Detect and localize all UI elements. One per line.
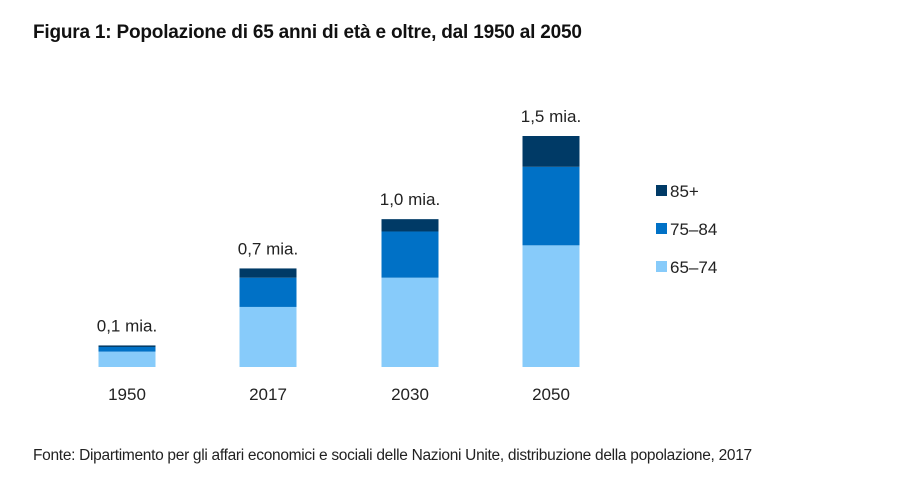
bar-segment-2017-65-74 (239, 306, 297, 367)
total-label-2050: 1,5 mia. (521, 107, 581, 126)
bar-segment-2017-75-84 (239, 277, 297, 307)
bar-segment-2017-85plus (239, 268, 297, 278)
source-note: Fonte: Dipartimento per gli affari econo… (33, 447, 752, 464)
x-tick-label-2017: 2017 (249, 385, 287, 404)
bar-segment-2050-65-74 (522, 245, 580, 367)
bar-segment-1950-65-74 (98, 351, 156, 367)
bars-group (98, 136, 580, 367)
legend-swatch-0 (656, 185, 667, 196)
bar-segment-2050-85plus (522, 136, 580, 167)
x-tick-label-2050: 2050 (532, 385, 570, 404)
bar-segment-1950-85plus (98, 345, 156, 347)
legend-label-1: 75–84 (670, 220, 717, 239)
bar-segment-2030-65-74 (381, 277, 439, 367)
bar-segment-2030-75-84 (381, 231, 439, 278)
total-label-1950: 0,1 mia. (97, 316, 157, 335)
x-tick-labels-group: 1950 2017 2030 2050 (108, 385, 570, 404)
x-tick-label-2030: 2030 (391, 385, 429, 404)
bar-segment-2030-85plus (381, 219, 439, 232)
legend-swatch-2 (656, 261, 667, 272)
legend-swatch-1 (656, 223, 667, 234)
total-labels-group: 0,1 mia. 0,7 mia. 1,0 mia. 1,5 mia. (97, 107, 581, 335)
x-tick-label-1950: 1950 (108, 385, 146, 404)
bar-segment-1950-75-84 (98, 346, 156, 352)
chart-title: Figura 1: Popolazione di 65 anni di età … (33, 22, 582, 43)
total-label-2030: 1,0 mia. (380, 190, 440, 209)
legend-group: 85+ 75–84 65–74 (656, 182, 717, 277)
bar-segment-2050-75-84 (522, 166, 580, 246)
legend-label-2: 65–74 (670, 258, 717, 277)
total-label-2017: 0,7 mia. (238, 239, 298, 258)
legend-label-0: 85+ (670, 182, 699, 201)
